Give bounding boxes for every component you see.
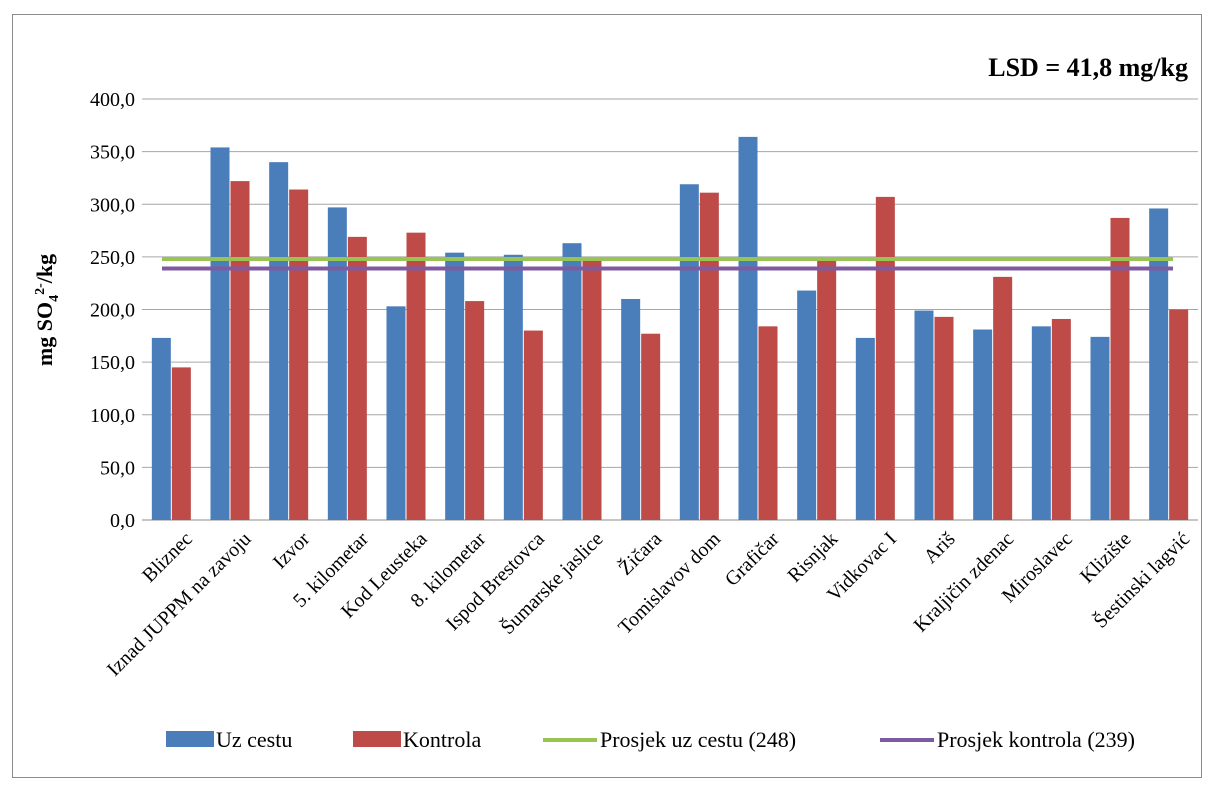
legend-item: Uz cestu <box>166 727 292 752</box>
bar-kontrola <box>699 192 719 521</box>
bar-kontrola <box>641 333 661 520</box>
gridlines <box>142 98 1198 521</box>
y-tick-label: 200,0 <box>90 300 135 322</box>
legend-label: Prosjek uz cestu (248) <box>600 727 796 752</box>
bar-uz-cestu <box>210 147 230 521</box>
average-lines <box>162 256 1173 271</box>
bar-kontrola <box>1110 217 1130 520</box>
bar-kontrola <box>406 232 426 521</box>
y-tick-label: 0,0 <box>110 510 135 532</box>
bar-kontrola <box>582 258 602 520</box>
legend-item: Prosjek kontrola (239) <box>880 727 1135 752</box>
legend-item: Prosjek uz cestu (248) <box>543 727 796 752</box>
y-tick-label: 50,0 <box>100 457 135 479</box>
bar-uz-cestu <box>1031 326 1051 520</box>
bar-kontrola <box>465 301 485 520</box>
category-label: Šestinski lagvić <box>1088 526 1194 632</box>
lsd-annotation: LSD = 41,8 mg/kg <box>988 53 1188 82</box>
bar-uz-cestu <box>621 298 641 520</box>
bar-kontrola <box>1169 309 1189 520</box>
bar-uz-cestu <box>797 290 817 520</box>
bars <box>151 136 1189 521</box>
bar-kontrola <box>875 196 895 520</box>
category-label: Bliznec <box>138 528 197 587</box>
bar-uz-cestu <box>973 329 993 520</box>
bar-uz-cestu <box>445 252 465 521</box>
bar-uz-cestu <box>679 184 699 520</box>
y-tick-label: 350,0 <box>90 142 135 164</box>
legend-label: Uz cestu <box>216 727 292 752</box>
category-label: Risnjak <box>783 528 842 587</box>
bar-uz-cestu <box>386 306 406 520</box>
bar-kontrola <box>171 367 191 520</box>
bar-kontrola <box>993 276 1013 520</box>
bar-uz-cestu <box>269 162 289 520</box>
bar-kontrola <box>230 181 250 520</box>
category-label: Tomislavov dom <box>614 528 725 639</box>
legend-item: Kontrola <box>353 727 481 752</box>
bar-kontrola <box>934 316 954 520</box>
bar-uz-cestu <box>1149 208 1169 520</box>
bar-kontrola <box>289 189 309 520</box>
category-label: Grafičar <box>721 528 784 591</box>
bar-uz-cestu <box>738 136 758 520</box>
bar-kontrola <box>1051 318 1071 520</box>
y-tick-label: 150,0 <box>90 352 135 374</box>
y-tick-label: 250,0 <box>90 247 135 269</box>
y-tick-label: 400,0 <box>90 89 135 111</box>
y-tick-label: 100,0 <box>90 405 135 427</box>
bar-kontrola <box>347 236 367 520</box>
y-axis-label: mg SO42-/kg <box>32 254 62 366</box>
legend-swatch <box>353 731 401 747</box>
bar-kontrola <box>758 326 778 520</box>
category-label: Žičara <box>614 527 666 579</box>
y-tick-label: 300,0 <box>90 194 135 216</box>
category-label: Izvor <box>269 528 315 574</box>
category-label: Ariš <box>920 528 960 568</box>
bar-uz-cestu <box>151 337 171 520</box>
legend-swatch <box>166 731 214 747</box>
legend: Uz cestu Kontrola Prosjek uz cestu (248) Pr… <box>166 727 1135 752</box>
category-label: Šumarske jaslice <box>495 526 607 638</box>
y-tick-labels: 0,0 50,0 100,0 150,0 200,0 250,0 300,0 350,0 400… <box>90 89 135 532</box>
bar-uz-cestu <box>914 310 934 520</box>
category-label: Kraljičin zdenac <box>910 528 1019 637</box>
bar-uz-cestu <box>327 207 347 520</box>
legend-label: Kontrola <box>403 727 481 752</box>
bar-uz-cestu <box>562 243 582 520</box>
bar-uz-cestu <box>1090 336 1110 520</box>
bar-uz-cestu <box>855 337 875 520</box>
bar-kontrola <box>523 330 543 520</box>
bar-kontrola <box>817 257 837 520</box>
legend-label: Prosjek kontrola (239) <box>937 727 1135 752</box>
bar-uz-cestu <box>503 254 523 520</box>
